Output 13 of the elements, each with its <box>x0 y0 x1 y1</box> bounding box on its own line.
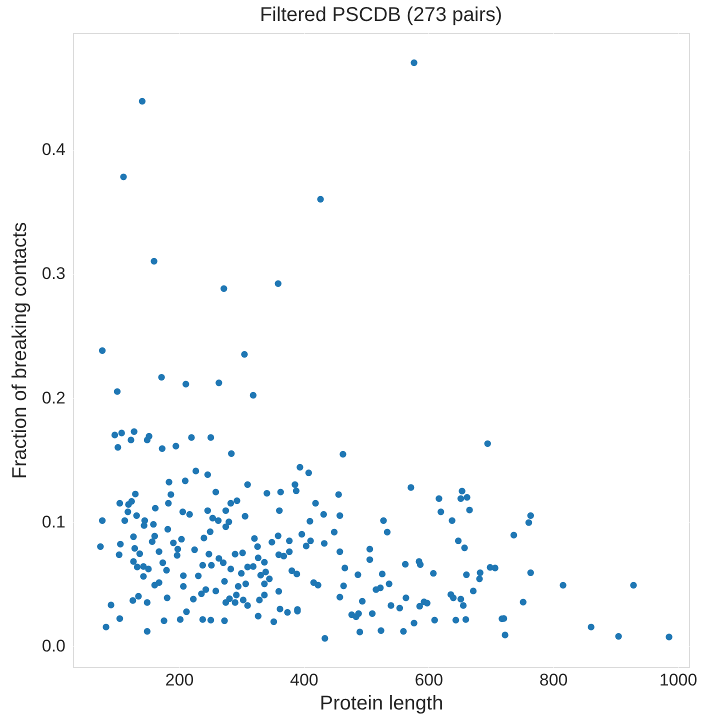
x-tick-label: 400 <box>290 670 318 690</box>
y-axis-title: Fraction of breaking contacts <box>8 222 31 479</box>
x-tick-label: 1000 <box>659 670 698 690</box>
x-tick-label: 800 <box>539 670 568 690</box>
y-tick-label: 0.0 <box>42 636 66 656</box>
x-axis-title: Protein length <box>320 692 444 714</box>
chart-title: Filtered PSCDB (273 pairs) <box>260 4 502 26</box>
x-tick-label: 200 <box>165 670 194 690</box>
y-tick-label: 0.2 <box>42 388 66 408</box>
y-tick-label: 0.4 <box>42 140 66 160</box>
y-tick-label: 0.3 <box>42 264 66 284</box>
x-tick-label: 600 <box>414 670 444 690</box>
y-tick-label: 0.1 <box>42 512 66 532</box>
